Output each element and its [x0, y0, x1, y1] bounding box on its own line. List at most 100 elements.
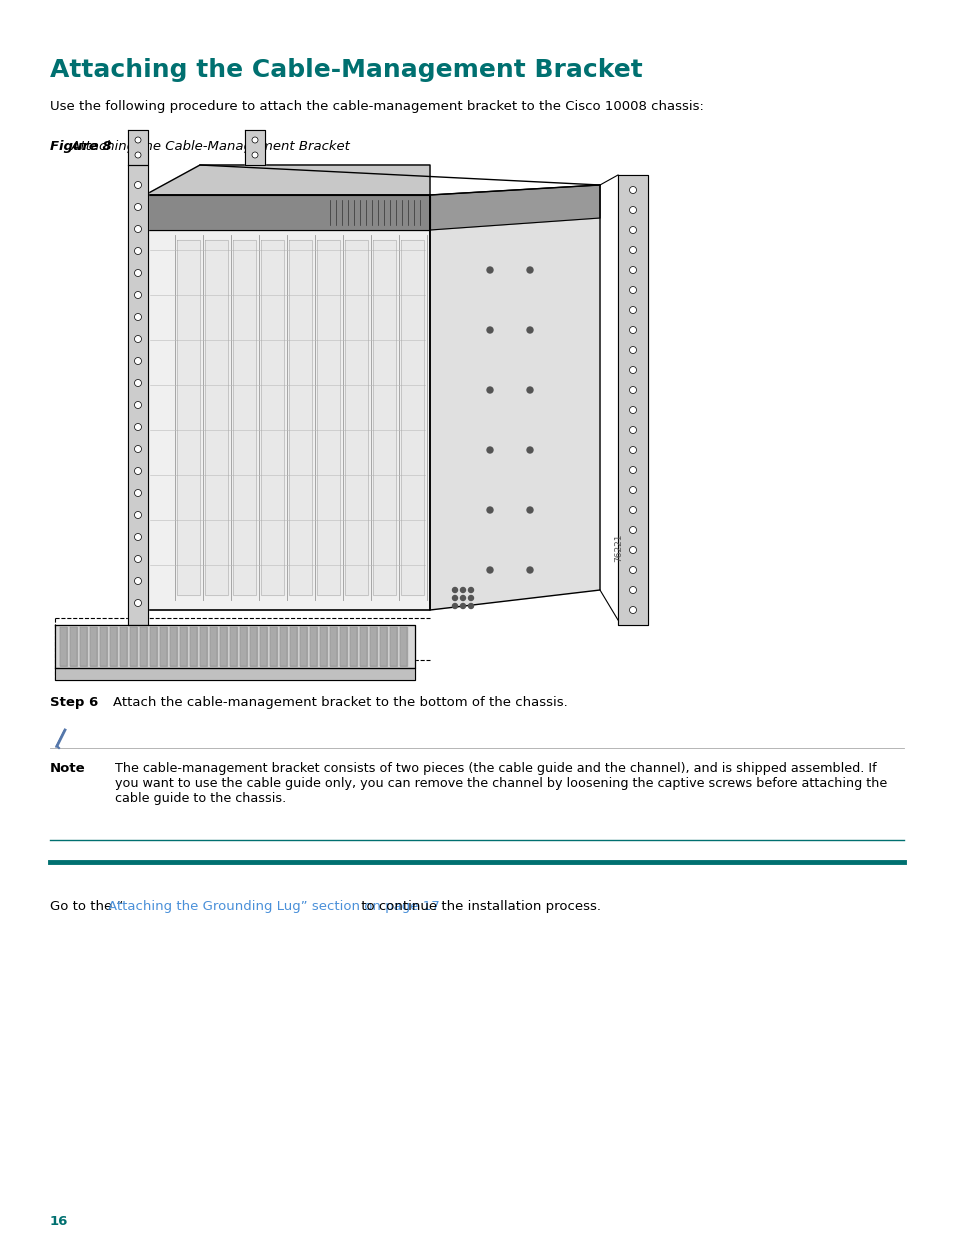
- Circle shape: [526, 447, 533, 453]
- Polygon shape: [130, 627, 137, 666]
- Circle shape: [134, 269, 141, 277]
- Polygon shape: [60, 627, 67, 666]
- Text: 76221: 76221: [614, 534, 622, 562]
- Polygon shape: [270, 627, 276, 666]
- Circle shape: [134, 599, 141, 606]
- Circle shape: [629, 186, 636, 194]
- Polygon shape: [120, 627, 127, 666]
- Polygon shape: [618, 175, 647, 625]
- Polygon shape: [90, 627, 97, 666]
- Polygon shape: [128, 165, 148, 625]
- Circle shape: [468, 588, 473, 593]
- Polygon shape: [250, 627, 256, 666]
- Text: Figure 8: Figure 8: [50, 140, 112, 153]
- Circle shape: [526, 267, 533, 273]
- Polygon shape: [299, 627, 307, 666]
- Circle shape: [134, 226, 141, 232]
- Circle shape: [526, 567, 533, 573]
- Circle shape: [629, 326, 636, 333]
- Circle shape: [629, 447, 636, 453]
- Circle shape: [629, 347, 636, 353]
- Polygon shape: [379, 627, 387, 666]
- Circle shape: [134, 379, 141, 387]
- Circle shape: [629, 467, 636, 473]
- Circle shape: [629, 406, 636, 414]
- Polygon shape: [319, 627, 327, 666]
- Circle shape: [526, 387, 533, 393]
- Polygon shape: [330, 627, 336, 666]
- Circle shape: [629, 487, 636, 494]
- Circle shape: [629, 367, 636, 373]
- Circle shape: [629, 206, 636, 214]
- Circle shape: [629, 306, 636, 314]
- Circle shape: [629, 506, 636, 514]
- Polygon shape: [233, 240, 255, 595]
- Polygon shape: [145, 195, 430, 230]
- Polygon shape: [240, 627, 247, 666]
- Circle shape: [629, 387, 636, 394]
- Polygon shape: [345, 240, 368, 595]
- Polygon shape: [350, 627, 356, 666]
- Circle shape: [252, 152, 257, 158]
- Circle shape: [134, 357, 141, 364]
- Polygon shape: [430, 185, 599, 230]
- Polygon shape: [128, 130, 148, 165]
- Polygon shape: [100, 627, 107, 666]
- Circle shape: [629, 526, 636, 534]
- Polygon shape: [260, 627, 267, 666]
- Circle shape: [629, 587, 636, 594]
- Polygon shape: [339, 627, 347, 666]
- Text: Step 6: Step 6: [50, 697, 98, 709]
- Polygon shape: [200, 627, 207, 666]
- Polygon shape: [280, 627, 287, 666]
- Polygon shape: [359, 627, 367, 666]
- Circle shape: [134, 336, 141, 342]
- Circle shape: [629, 226, 636, 233]
- Text: Attaching the Grounding Lug” section on page 17: Attaching the Grounding Lug” section on …: [109, 900, 439, 913]
- Circle shape: [134, 401, 141, 409]
- Polygon shape: [70, 627, 77, 666]
- Circle shape: [526, 508, 533, 513]
- Polygon shape: [400, 240, 423, 595]
- Circle shape: [134, 556, 141, 562]
- Polygon shape: [205, 240, 228, 595]
- Circle shape: [134, 314, 141, 321]
- Polygon shape: [170, 627, 177, 666]
- Circle shape: [486, 387, 493, 393]
- Polygon shape: [245, 130, 265, 165]
- Text: Note: Note: [50, 762, 86, 776]
- Circle shape: [629, 287, 636, 294]
- Circle shape: [135, 137, 141, 143]
- Polygon shape: [190, 627, 196, 666]
- Circle shape: [629, 606, 636, 614]
- Polygon shape: [316, 240, 339, 595]
- Polygon shape: [210, 627, 216, 666]
- Circle shape: [629, 547, 636, 553]
- Text: Attaching the Cable-Management Bracket: Attaching the Cable-Management Bracket: [50, 58, 642, 82]
- Circle shape: [134, 291, 141, 299]
- Circle shape: [134, 424, 141, 431]
- Circle shape: [252, 137, 257, 143]
- Polygon shape: [145, 195, 430, 610]
- Text: Use the following procedure to attach the cable-management bracket to the Cisco : Use the following procedure to attach th…: [50, 100, 703, 112]
- Polygon shape: [145, 165, 430, 195]
- Circle shape: [134, 182, 141, 189]
- Circle shape: [134, 534, 141, 541]
- Polygon shape: [55, 668, 415, 680]
- Polygon shape: [150, 627, 157, 666]
- Circle shape: [135, 152, 141, 158]
- Circle shape: [452, 595, 457, 600]
- Circle shape: [460, 595, 465, 600]
- Polygon shape: [55, 625, 415, 668]
- Polygon shape: [430, 185, 599, 610]
- Polygon shape: [180, 627, 187, 666]
- Circle shape: [486, 267, 493, 273]
- Text: Attaching the Cable-Management Bracket: Attaching the Cable-Management Bracket: [50, 140, 350, 153]
- Polygon shape: [230, 627, 236, 666]
- Circle shape: [452, 604, 457, 609]
- Circle shape: [134, 489, 141, 496]
- Circle shape: [134, 578, 141, 584]
- Polygon shape: [140, 627, 147, 666]
- Polygon shape: [390, 627, 396, 666]
- Circle shape: [629, 426, 636, 433]
